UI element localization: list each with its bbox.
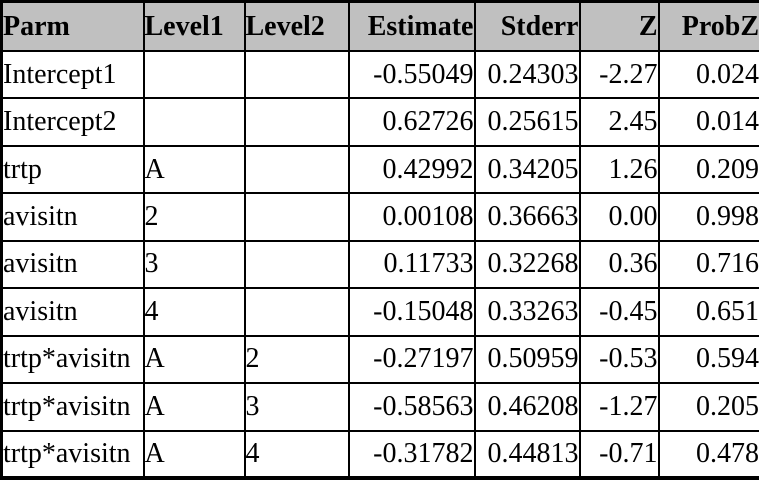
column-header-z: Z [578,0,660,52]
cell-parm: trtp*avisitn [0,334,145,385]
table-body: Intercept1 -0.55049 0.24303 -2.27 0.024 Inter… [0,49,759,479]
cell-parm: avisitn [0,287,145,337]
cell-z: 2.45 [578,97,660,147]
cell-estimate: 0.00108 [347,192,476,242]
cell-z: -2.27 [578,49,660,100]
cell-level2: 3 [243,382,350,432]
cell-estimate: -0.55049 [347,49,476,100]
table-row: trtp*avisitn A 4 -0.31782 0.44813 -0.71 0.478 [0,429,759,479]
cell-parm: Intercept1 [0,49,145,100]
table-row: trtp*avisitn A 2 -0.27197 0.50959 -0.53 0.594 [0,334,759,385]
cell-stderr: 0.25615 [473,97,581,147]
cell-parm: avisitn [0,192,145,242]
cell-stderr: 0.46208 [473,382,581,432]
cell-stderr: 0.44813 [473,429,581,479]
table-row: trtp*avisitn A 3 -0.58563 0.46208 -1.27 0.205 [0,382,759,432]
cell-estimate: 0.42992 [347,144,476,195]
cell-estimate: 0.11733 [347,239,476,290]
cell-level2 [243,144,350,195]
cell-probz: 0.209 [657,144,759,195]
cell-z: -1.27 [578,382,660,432]
column-header-estimate: Estimate [347,0,476,52]
cell-probz: 0.998 [657,192,759,242]
cell-z: -0.45 [578,287,660,337]
cell-stderr: 0.50959 [473,334,581,385]
cell-parm: avisitn [0,239,145,290]
table-row: avisitn 4 -0.15048 0.33263 -0.45 0.651 [0,287,759,337]
cell-probz: 0.716 [657,239,759,290]
cell-estimate: -0.31782 [347,429,476,479]
cell-level1: A [142,334,246,385]
cell-z: 0.00 [578,192,660,242]
table-row: avisitn 2 0.00108 0.36663 0.00 0.998 [0,192,759,242]
cell-estimate: -0.15048 [347,287,476,337]
cell-probz: 0.651 [657,287,759,337]
cell-level1: 2 [142,192,246,242]
cell-stderr: 0.33263 [473,287,581,337]
cell-estimate: 0.62726 [347,97,476,147]
cell-level2 [243,192,350,242]
cell-level2 [243,49,350,100]
cell-z: -0.53 [578,334,660,385]
cell-probz: 0.478 [657,429,759,479]
cell-parm: trtp*avisitn [0,382,145,432]
column-header-parm: Parm [0,0,145,52]
cell-level1: A [142,144,246,195]
cell-parm: trtp [0,144,145,195]
cell-estimate: -0.27197 [347,334,476,385]
cell-level1 [142,97,246,147]
table-row: avisitn 3 0.11733 0.32268 0.36 0.716 [0,239,759,290]
cell-estimate: -0.58563 [347,382,476,432]
cell-level1: A [142,429,246,479]
cell-z: 0.36 [578,239,660,290]
cell-level2: 4 [243,429,350,479]
header-row: Parm Level1 Level2 Estimate Stderr Z Pro… [0,0,759,52]
cell-level1: 4 [142,287,246,337]
cell-stderr: 0.36663 [473,192,581,242]
table-row: Intercept2 0.62726 0.25615 2.45 0.014 [0,97,759,147]
cell-level1: 3 [142,239,246,290]
table-row: Intercept1 -0.55049 0.24303 -2.27 0.024 [0,49,759,100]
cell-level2 [243,239,350,290]
cell-level2 [243,287,350,337]
cell-probz: 0.205 [657,382,759,432]
cell-probz: 0.024 [657,49,759,100]
cell-probz: 0.014 [657,97,759,147]
cell-level2: 2 [243,334,350,385]
column-header-level2: Level2 [243,0,350,52]
cell-stderr: 0.32268 [473,239,581,290]
cell-stderr: 0.34205 [473,144,581,195]
column-header-stderr: Stderr [473,0,581,52]
cell-level2 [243,97,350,147]
cell-z: 1.26 [578,144,660,195]
cell-z: -0.71 [578,429,660,479]
cell-parm: Intercept2 [0,97,145,147]
cell-probz: 0.594 [657,334,759,385]
cell-level1: A [142,382,246,432]
column-header-probz: ProbZ [657,0,759,52]
cell-level1 [142,49,246,100]
column-header-level1: Level1 [142,0,246,52]
cell-parm: trtp*avisitn [0,429,145,479]
table-row: trtp A 0.42992 0.34205 1.26 0.209 [0,144,759,195]
cell-stderr: 0.24303 [473,49,581,100]
